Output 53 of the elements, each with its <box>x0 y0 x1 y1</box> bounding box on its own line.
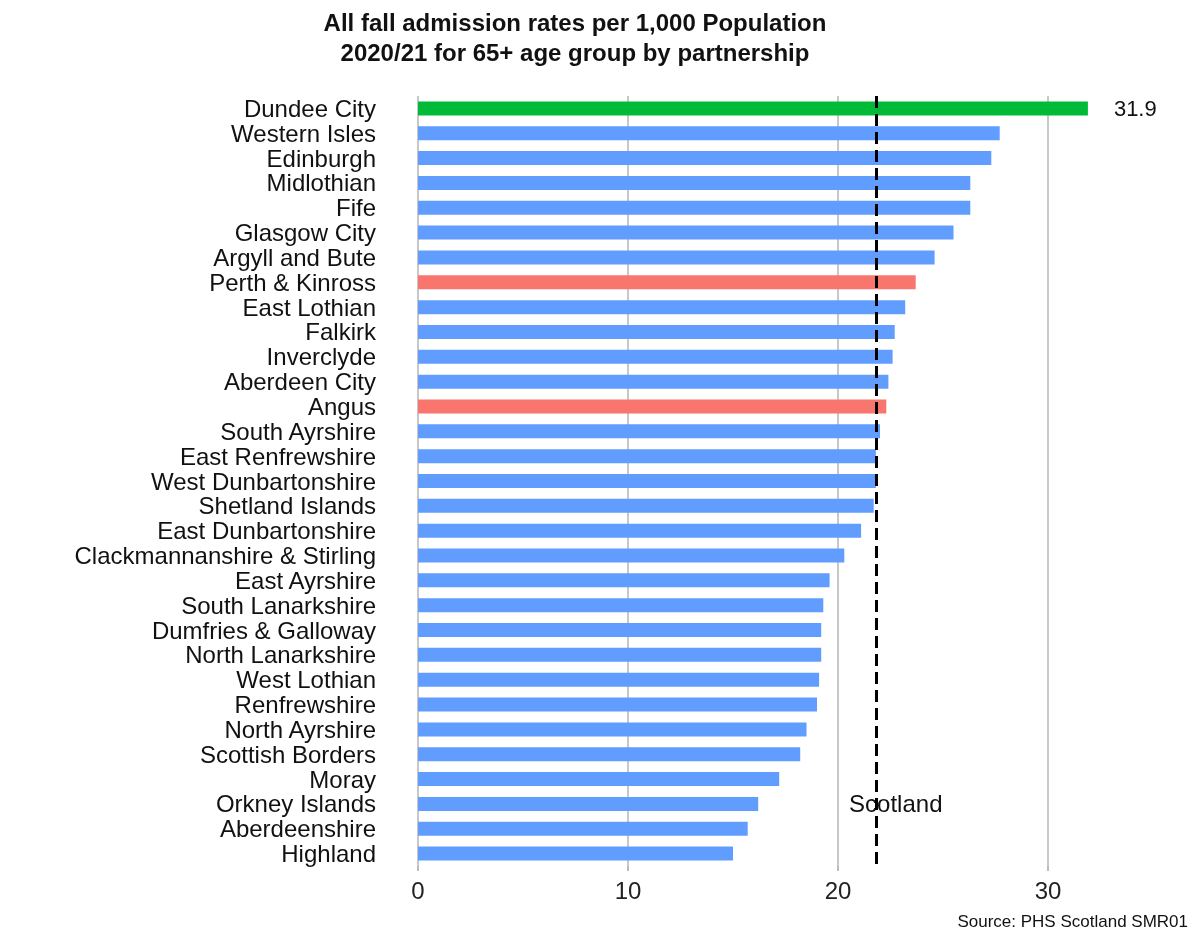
source-note: Source: PHS Scotland SMR01 <box>957 912 1189 931</box>
bar <box>418 573 830 588</box>
y-tick-label: East Lothian <box>242 293 376 321</box>
x-tick-label: 10 <box>614 876 642 904</box>
y-tick-label: Shetland Islands <box>198 492 376 520</box>
data-label: 31.9 <box>1113 95 1157 121</box>
bar <box>418 523 862 538</box>
bar <box>418 598 824 613</box>
bar <box>418 474 876 488</box>
bar <box>418 324 895 339</box>
y-tick-label: Falkirk <box>305 318 377 346</box>
bar <box>418 151 992 166</box>
bar <box>418 349 893 364</box>
bar <box>418 672 820 687</box>
y-tick-label: Dumfries & Galloway <box>151 616 376 644</box>
y-tick-label: West Dunbartonshire <box>151 467 376 495</box>
bar <box>418 846 733 861</box>
bar <box>418 424 880 439</box>
bar <box>418 722 807 737</box>
y-tick-label: Inverclyde <box>266 343 376 371</box>
bar <box>418 647 822 662</box>
y-tick-label: Fife <box>335 194 376 222</box>
bar <box>418 796 759 811</box>
y-tick-label: Dundee City <box>243 94 376 122</box>
y-tick-label: Highland <box>281 840 376 868</box>
bar <box>418 374 889 389</box>
bar <box>418 175 971 190</box>
bar <box>418 772 780 787</box>
bar <box>418 101 1088 116</box>
bar <box>418 821 748 836</box>
bar <box>418 449 876 464</box>
bar <box>418 498 874 513</box>
y-tick-label: Clackmannanshire & Stirling <box>74 542 376 570</box>
bar <box>418 200 971 215</box>
bar <box>418 225 954 240</box>
bar <box>418 697 817 712</box>
bar <box>418 275 916 290</box>
bar <box>418 126 1000 141</box>
bar <box>418 300 906 315</box>
x-tick-label: 0 <box>411 876 425 904</box>
y-tick-label: West Lothian <box>236 666 376 694</box>
bar <box>418 747 801 762</box>
y-tick-label: Moray <box>309 765 376 793</box>
x-tick-label: 20 <box>824 876 852 904</box>
x-tick-label: 30 <box>1034 876 1062 904</box>
bar <box>418 623 822 638</box>
bar <box>418 399 887 414</box>
y-tick-label: Glasgow City <box>234 219 376 247</box>
y-tick-label: Edinburgh <box>266 144 376 172</box>
bar <box>418 548 845 563</box>
chart-title: All fall admission rates per 1,000 Population 2020/21 for 65+ age group by partnership <box>323 8 827 66</box>
bar <box>418 250 935 265</box>
y-tick-label: East Dunbartonshire <box>157 517 376 545</box>
